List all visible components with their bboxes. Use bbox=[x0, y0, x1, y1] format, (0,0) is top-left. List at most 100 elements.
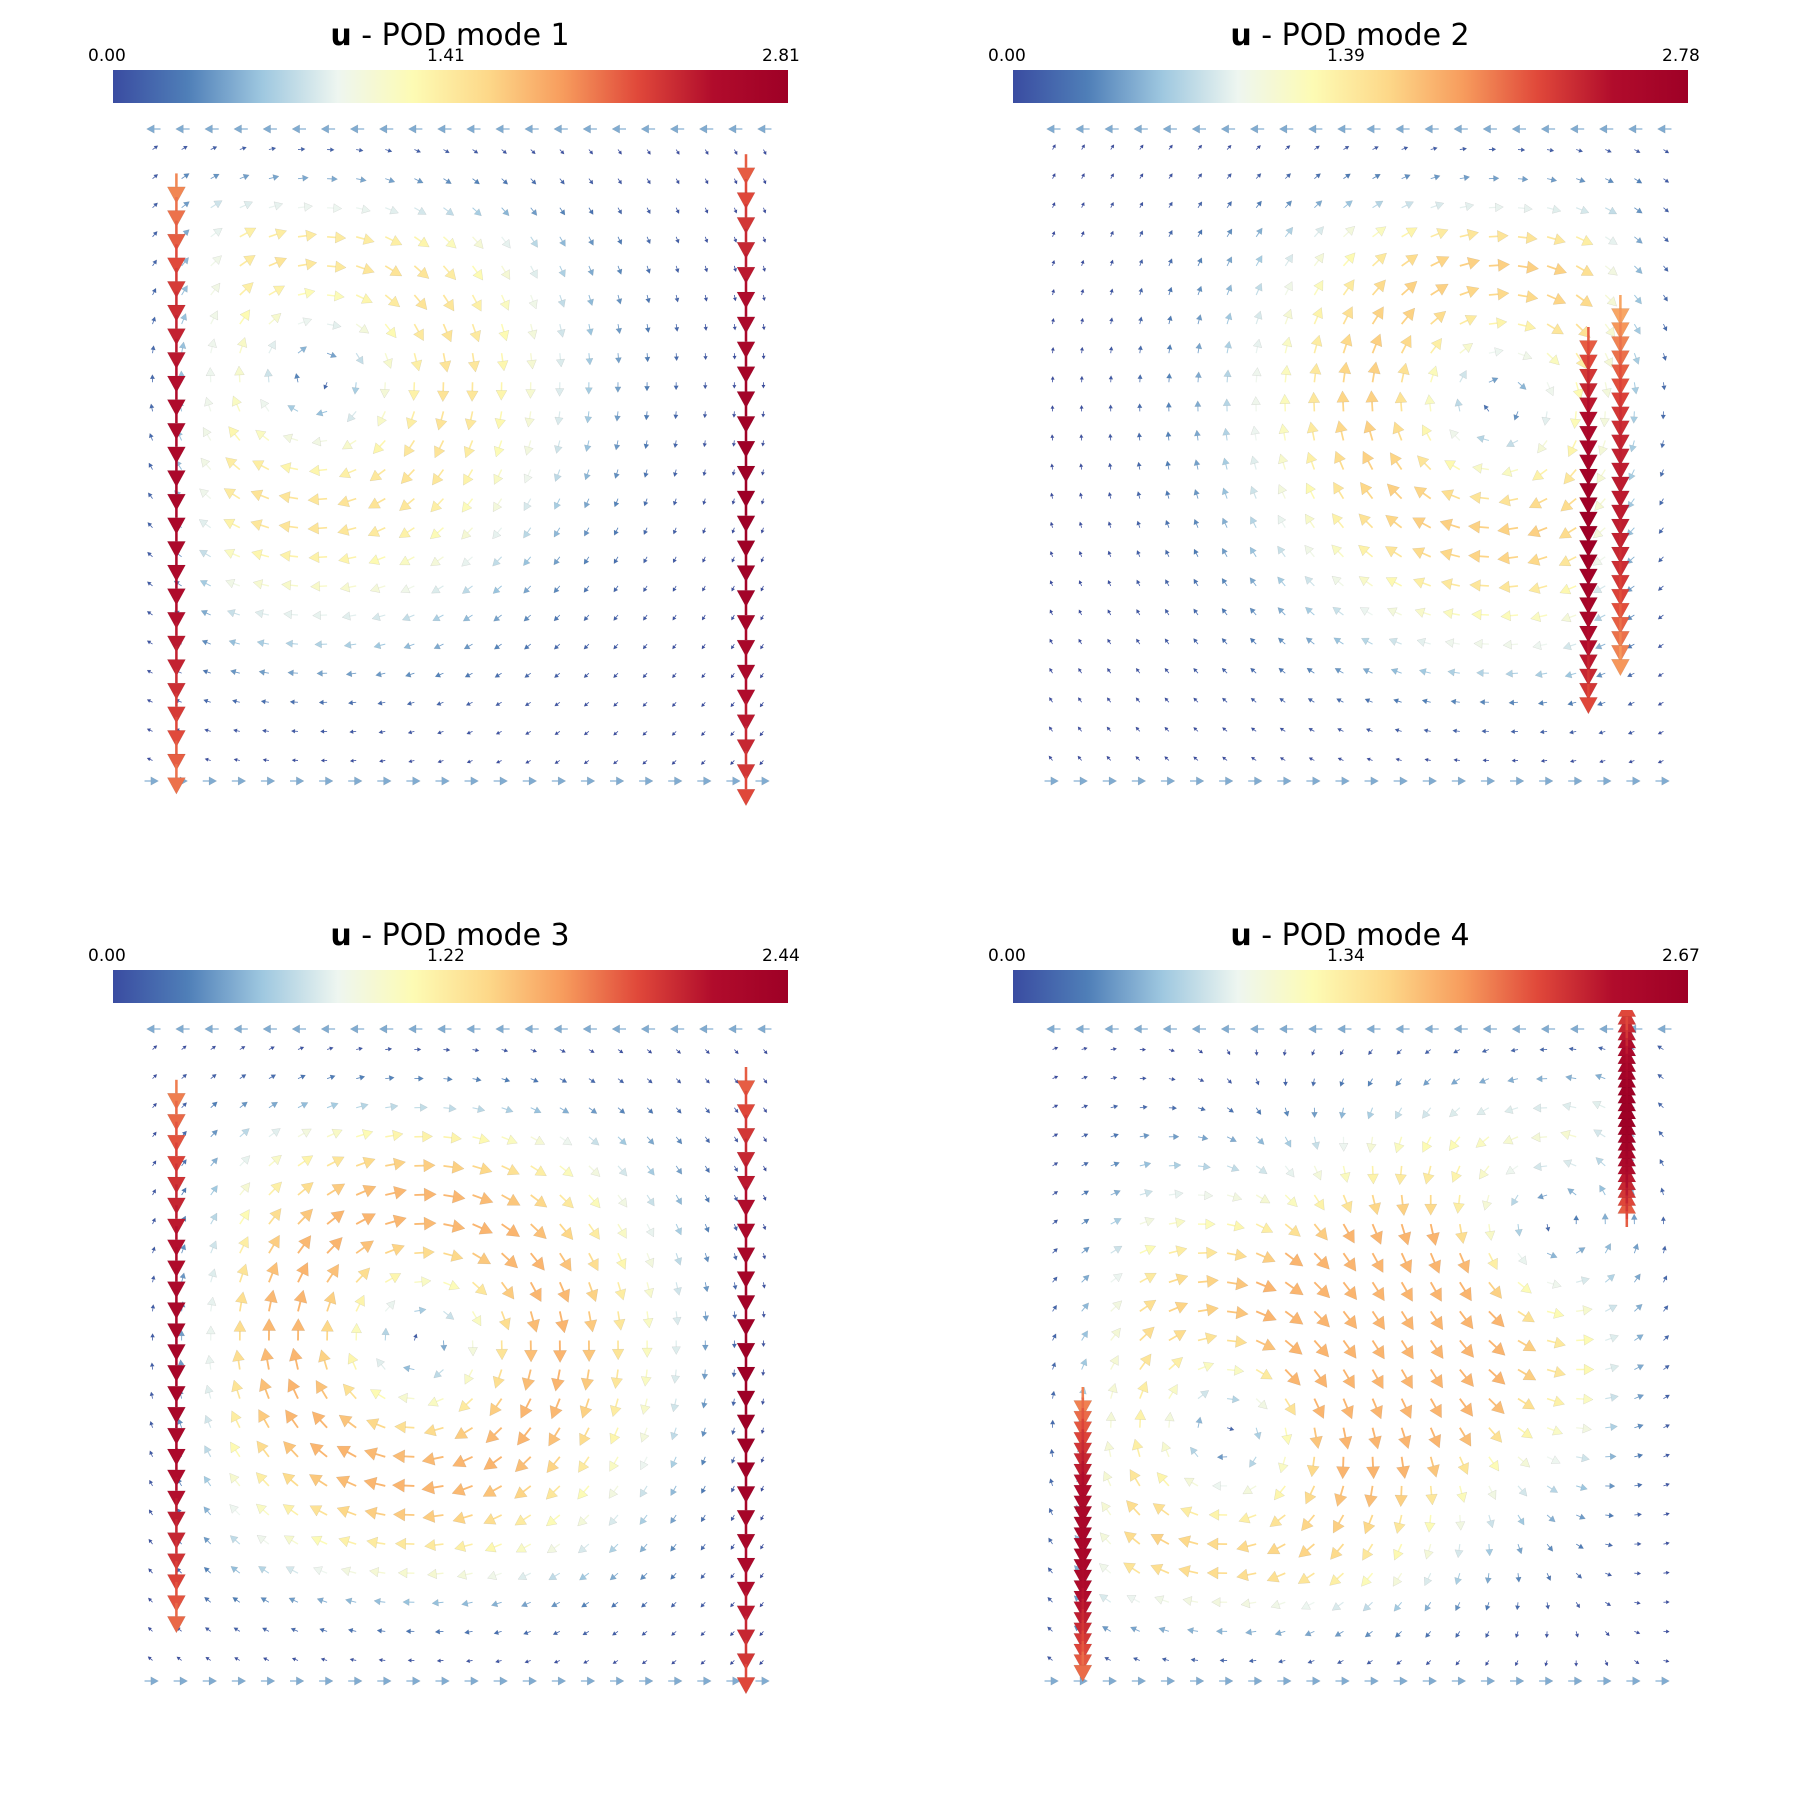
field-arrow-shaft bbox=[355, 236, 365, 240]
field-arrow-shaft bbox=[1052, 205, 1055, 208]
field-arrow bbox=[675, 179, 680, 185]
wall-arrow bbox=[1457, 1676, 1467, 1686]
field-arrow-shaft bbox=[268, 233, 278, 238]
field-arrow-shaft bbox=[1371, 1398, 1378, 1409]
field-arrow bbox=[150, 345, 156, 351]
field-arrow bbox=[1284, 1402, 1296, 1416]
field-arrow-shaft bbox=[1282, 729, 1286, 732]
field-arrow bbox=[1663, 237, 1669, 243]
field-arrow bbox=[1481, 728, 1486, 734]
field-arrow bbox=[588, 1227, 600, 1240]
field-arrow bbox=[700, 760, 706, 766]
field-arrow bbox=[562, 1166, 574, 1177]
field-arrow-shaft bbox=[206, 642, 211, 645]
field-arrow bbox=[702, 500, 707, 506]
wall-arrow bbox=[441, 1676, 450, 1686]
field-arrow-shaft bbox=[1400, 1310, 1408, 1321]
field-arrow-shaft bbox=[1284, 175, 1289, 179]
field-arrow-shaft bbox=[1599, 585, 1606, 590]
field-arrow-shaft bbox=[1313, 1252, 1322, 1262]
field-arrow-shaft bbox=[498, 1660, 502, 1662]
field-arrow-shaft bbox=[615, 672, 619, 676]
field-arrow-shaft bbox=[297, 1160, 306, 1167]
field-arrow-shaft bbox=[1191, 1600, 1199, 1603]
field-arrow-shaft bbox=[703, 731, 706, 734]
field-arrow-shaft bbox=[149, 554, 153, 558]
field-arrow bbox=[1569, 418, 1582, 430]
field-arrow bbox=[1113, 1161, 1120, 1168]
field-arrow-shaft bbox=[1369, 759, 1373, 761]
jet-arrow bbox=[166, 753, 186, 771]
field-arrow bbox=[1240, 1598, 1251, 1609]
field-arrow bbox=[1078, 492, 1084, 497]
field-arrow-shaft bbox=[465, 1398, 474, 1406]
field-arrow bbox=[435, 418, 448, 431]
field-arrow bbox=[700, 1573, 706, 1580]
field-arrow bbox=[210, 282, 221, 293]
field-arrow-shaft bbox=[1604, 1278, 1610, 1283]
field-arrow bbox=[150, 1303, 156, 1309]
field-arrow bbox=[584, 444, 592, 453]
field-arrow-shaft bbox=[1081, 1307, 1086, 1312]
field-arrow-shaft bbox=[1399, 1165, 1403, 1175]
field-arrow bbox=[1494, 202, 1504, 213]
field-arrow-shaft bbox=[1370, 1107, 1374, 1114]
field-arrow-shaft bbox=[556, 614, 561, 619]
wall-arrow bbox=[1453, 1024, 1462, 1034]
field-arrow-shaft bbox=[761, 760, 764, 763]
field-arrow bbox=[701, 644, 706, 650]
field-arrow-shaft bbox=[675, 1107, 679, 1111]
field-arrow bbox=[1189, 1446, 1198, 1456]
field-arrow-shaft bbox=[1372, 231, 1380, 238]
field-arrow bbox=[1610, 1393, 1619, 1402]
field-arrow-shaft bbox=[673, 1427, 677, 1434]
field-arrow bbox=[730, 731, 735, 737]
field-arrow-shaft bbox=[1457, 1660, 1461, 1663]
field-arrow bbox=[701, 1373, 709, 1381]
field-arrow bbox=[400, 584, 411, 594]
field-arrow bbox=[151, 316, 157, 322]
field-arrow bbox=[230, 1565, 239, 1574]
field-arrow-shaft bbox=[1081, 1221, 1086, 1225]
field-arrow bbox=[1522, 350, 1533, 361]
field-arrow bbox=[465, 1658, 471, 1664]
field-arrow bbox=[1257, 1137, 1265, 1145]
field-arrow-shaft bbox=[1342, 1194, 1348, 1204]
field-arrow-shaft bbox=[1284, 317, 1289, 325]
field-arrow-shaft bbox=[1081, 1364, 1085, 1370]
field-arrow-shaft bbox=[702, 1572, 706, 1576]
field-arrow bbox=[1658, 528, 1664, 535]
wall-arrow bbox=[1453, 124, 1462, 134]
field-arrow-shaft bbox=[1307, 1514, 1316, 1523]
field-arrow-shaft bbox=[1313, 1427, 1318, 1438]
field-arrow bbox=[530, 239, 539, 248]
field-arrow-shaft bbox=[1168, 262, 1171, 267]
field-arrow-shaft bbox=[355, 1190, 366, 1196]
field-arrow bbox=[1400, 1374, 1413, 1390]
field-arrow bbox=[1528, 582, 1541, 594]
field-arrow bbox=[262, 1318, 277, 1331]
field-arrow-shaft bbox=[152, 176, 156, 179]
field-arrow bbox=[1386, 483, 1400, 497]
field-arrow bbox=[211, 1129, 218, 1137]
field-arrow bbox=[148, 1538, 153, 1544]
field-arrow-shaft bbox=[643, 1485, 648, 1492]
wall-arrow bbox=[587, 776, 596, 786]
field-arrow bbox=[520, 1404, 533, 1419]
field-arrow bbox=[1142, 1104, 1148, 1110]
field-arrow-shaft bbox=[1576, 1514, 1581, 1518]
field-arrow-shaft bbox=[471, 1311, 477, 1319]
field-arrow-shaft bbox=[181, 175, 186, 179]
field-arrow-shaft bbox=[1663, 1279, 1666, 1283]
field-arrow-shaft bbox=[1168, 176, 1171, 179]
field-arrow bbox=[1369, 1230, 1383, 1245]
field-arrow-shaft bbox=[1312, 1049, 1315, 1053]
field-arrow-shaft bbox=[472, 1252, 482, 1259]
field-arrow-shaft bbox=[1430, 232, 1439, 238]
field-arrow-shaft bbox=[472, 1107, 479, 1110]
field-arrow bbox=[1281, 336, 1293, 348]
field-arrow bbox=[182, 1045, 187, 1050]
field-arrow bbox=[1369, 1404, 1383, 1420]
field-arrow bbox=[616, 238, 623, 245]
field-arrow-shaft bbox=[152, 320, 155, 325]
